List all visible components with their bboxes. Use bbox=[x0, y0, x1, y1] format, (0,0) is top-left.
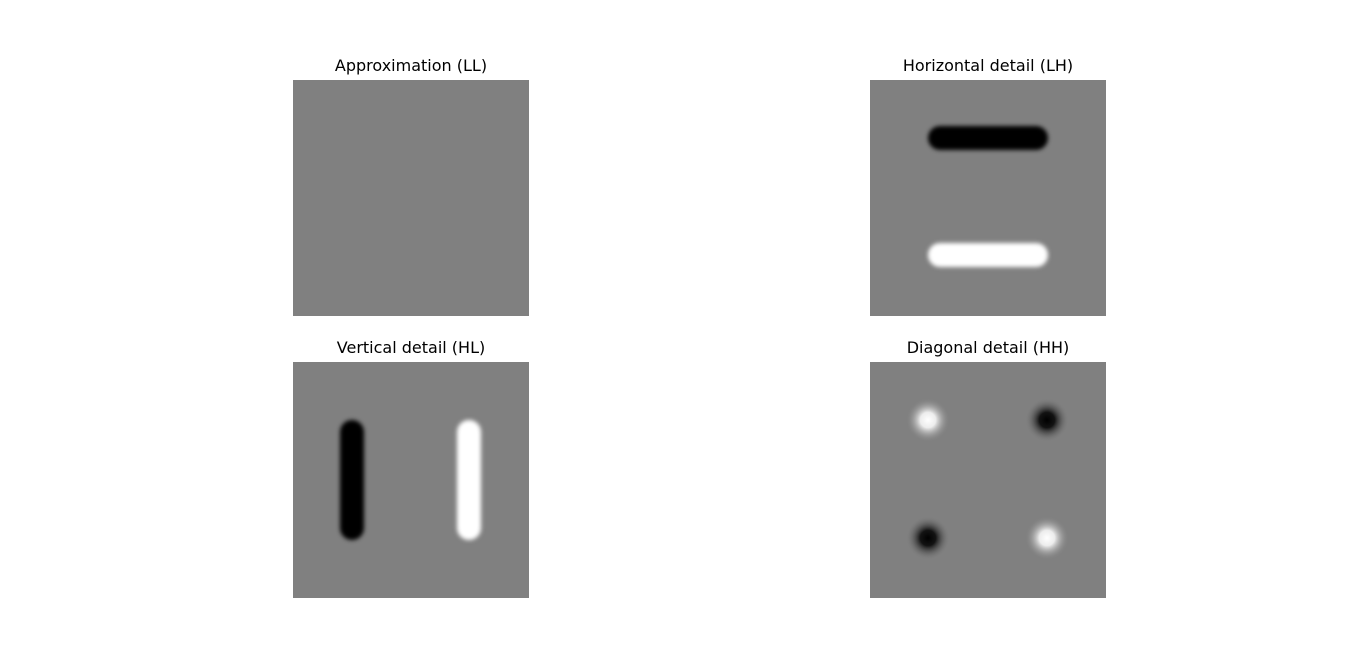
vertical-detail-image bbox=[293, 362, 529, 598]
panel-title-diagonal-detail: Diagonal detail (HH) bbox=[906, 338, 1070, 357]
dark-blob-bottom-left bbox=[906, 516, 950, 560]
diagonal-detail-image bbox=[870, 362, 1106, 598]
bright-blob-top-left bbox=[906, 398, 950, 442]
panel-title-horizontal-detail: Horizontal detail (LH) bbox=[902, 56, 1074, 75]
panel-title-approximation: Approximation (LL) bbox=[334, 56, 488, 75]
dark-blob-top-right bbox=[1025, 398, 1069, 442]
approximation-image bbox=[293, 80, 529, 316]
panel-title-vertical-detail: Vertical detail (HL) bbox=[336, 338, 486, 357]
bright-blob-bottom-right bbox=[1025, 516, 1069, 560]
horizontal-detail-image bbox=[870, 80, 1106, 316]
